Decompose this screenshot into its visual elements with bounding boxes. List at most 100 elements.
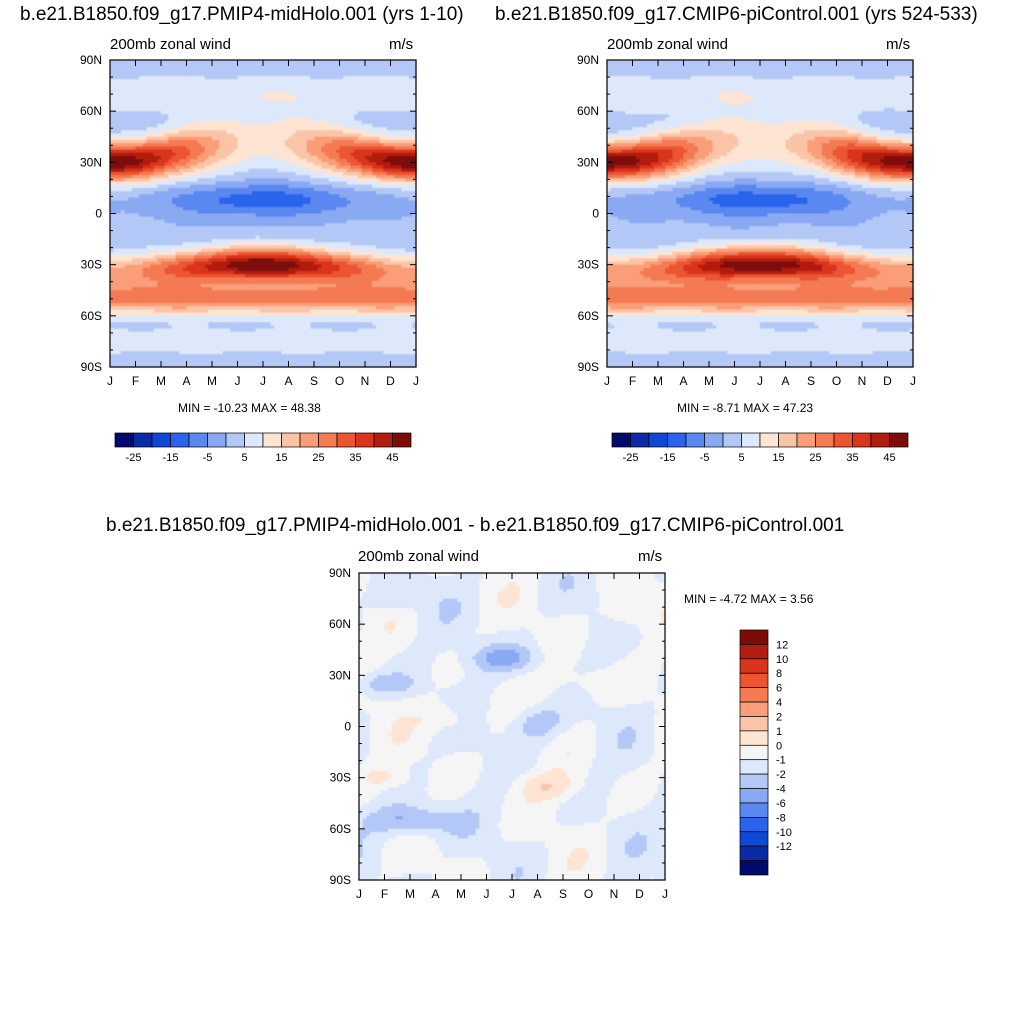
contour-cell xyxy=(150,130,155,135)
contour-cell xyxy=(157,123,162,128)
contour-cell xyxy=(190,69,195,74)
contour-cell xyxy=(317,136,322,141)
contour-cell xyxy=(284,127,290,131)
contour-cell xyxy=(248,69,253,74)
contour-cell xyxy=(233,63,239,67)
contour-cell xyxy=(139,72,144,77)
contour-cell xyxy=(401,60,406,64)
contour-cell xyxy=(110,120,115,125)
contour-cell xyxy=(222,95,228,99)
contour-cell xyxy=(321,98,326,103)
contour-cell xyxy=(230,82,235,87)
contour-cell xyxy=(270,69,275,74)
contour-cell xyxy=(314,127,319,131)
contour-cell xyxy=(186,75,191,80)
contour-cell xyxy=(273,88,279,93)
contour-cell xyxy=(222,130,228,135)
contour-cell xyxy=(324,88,330,93)
contour-cell xyxy=(212,127,217,131)
contour-cell xyxy=(317,120,322,125)
contour-cell xyxy=(186,69,191,74)
contour-cell xyxy=(219,95,224,99)
contour-cell xyxy=(339,82,344,87)
contour-cell xyxy=(233,107,239,112)
contour-cell xyxy=(350,123,355,128)
contour-cell xyxy=(284,104,290,109)
contour-cell xyxy=(193,66,199,71)
contour-cell xyxy=(317,72,322,77)
contour-cell xyxy=(146,88,151,93)
contour-cell xyxy=(237,79,242,83)
contour-cell xyxy=(295,114,301,119)
contour-cell xyxy=(284,72,290,77)
contour-cell xyxy=(215,82,220,87)
contour-cell xyxy=(379,79,384,83)
contour-cell xyxy=(161,88,166,93)
contour-cell xyxy=(372,114,377,119)
contour-cell xyxy=(255,88,260,93)
contour-cell xyxy=(339,66,344,71)
contour-cell xyxy=(146,85,151,90)
contour-cell xyxy=(252,136,257,141)
contour-cell xyxy=(266,133,271,138)
contour-cell xyxy=(215,133,220,138)
contour-cell xyxy=(263,107,268,112)
contour-cell xyxy=(397,69,403,74)
contour-cell xyxy=(295,117,301,122)
contour-cell xyxy=(244,133,250,138)
contour-cell xyxy=(215,123,220,128)
contour-cell xyxy=(230,136,235,141)
contour-cell xyxy=(350,133,355,138)
contour-cell xyxy=(401,136,406,141)
contour-cell xyxy=(255,91,260,96)
contour-cell xyxy=(135,82,140,87)
contour-cell xyxy=(405,69,410,74)
contour-cell xyxy=(208,101,213,106)
contour-cell xyxy=(157,69,162,74)
contour-cell xyxy=(390,111,395,115)
contour-cell xyxy=(284,82,290,87)
contour-cell xyxy=(226,123,231,128)
contour-cell xyxy=(284,117,290,122)
contour-cell xyxy=(197,85,202,90)
contour-cell xyxy=(361,107,366,112)
contour-cell xyxy=(186,136,191,141)
contour-cell xyxy=(190,88,195,93)
contour-cell xyxy=(193,114,199,119)
contour-cell xyxy=(270,114,275,119)
contour-cell xyxy=(288,66,293,71)
contour-cell xyxy=(383,88,388,93)
contour-cell xyxy=(390,127,395,131)
contour-cell xyxy=(248,104,253,109)
contour-cell xyxy=(368,66,373,71)
contour-cell xyxy=(292,123,297,128)
contour-cell xyxy=(113,133,118,138)
contour-cell xyxy=(292,130,297,135)
contour-cell xyxy=(306,127,311,131)
contour-cell xyxy=(208,69,213,74)
contour-cell xyxy=(120,72,126,77)
contour-cell xyxy=(157,101,162,106)
contour-cell xyxy=(379,114,384,119)
contour-cell xyxy=(157,63,162,67)
contour-cell xyxy=(357,91,362,96)
contour-cell xyxy=(153,72,158,77)
contour-cell xyxy=(321,104,326,109)
contour-cell xyxy=(117,91,122,96)
contour-cell xyxy=(193,98,199,103)
contour-cell xyxy=(150,72,155,77)
contour-cell xyxy=(277,72,282,77)
contour-cell xyxy=(233,91,239,96)
contour-cell xyxy=(328,72,333,77)
contour-cell xyxy=(197,75,202,80)
contour-cell xyxy=(124,91,129,96)
contour-cell xyxy=(281,114,286,119)
contour-cell xyxy=(248,111,253,115)
contour-cell xyxy=(310,91,315,96)
contour-cell xyxy=(190,111,195,115)
contour-cell xyxy=(197,63,202,67)
contour-cell xyxy=(124,66,129,71)
contour-cell xyxy=(128,66,133,71)
contour-cell xyxy=(266,111,271,115)
